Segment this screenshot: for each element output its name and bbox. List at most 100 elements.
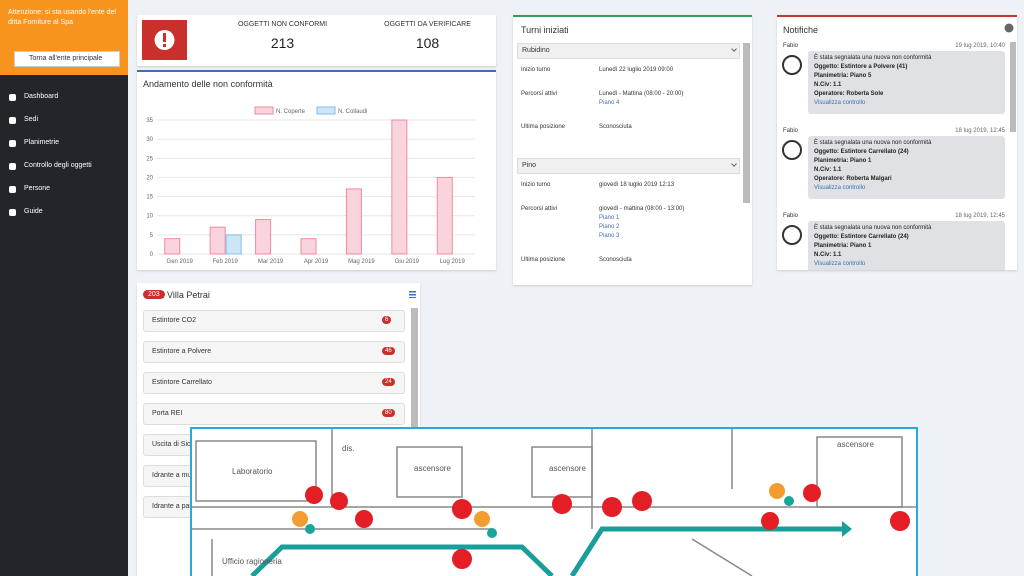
field-value: Sconosciuta [599,257,632,263]
notification-box: È stata segnalata una nuova non conformi… [808,136,1005,199]
notification-line: Oggetto: Estintore a Polvere (41) [814,64,908,70]
section-header[interactable]: Rubidino [517,43,740,59]
menu-icon[interactable] [409,291,416,298]
settings-icon[interactable] [1004,23,1014,33]
site-item-count: 46 [382,347,395,355]
site-badge: 203 [143,290,165,299]
scrollbar[interactable] [743,43,750,203]
menu-label: Persone [24,185,51,192]
section-name: Rubidino [522,47,550,54]
field-value: Lunedì - Mattina (08:00 - 20:00) [599,91,684,97]
x-tick-label: Lug 2019 [440,259,466,265]
field-label: Percorsi attivi [521,91,558,97]
bar [164,238,181,255]
section-header[interactable]: Pino [517,158,740,174]
menu-item[interactable]: Guide [0,203,128,223]
site-item[interactable]: Estintore Carrellato 24 [143,372,405,394]
notification-box: È stata segnalata una nuova non conformi… [808,51,1005,114]
author: Fabio [783,43,799,49]
chart-title: Andamento delle non conformità [143,79,273,89]
y-tick-label: 25 [146,156,153,162]
site-item-count: 80 [382,409,395,417]
site-item[interactable]: Porta REI 80 [143,403,405,425]
menu-icon [9,186,16,193]
chart: Andamento delle non conformità 0 5 10 15 20 2… [143,79,475,265]
field-value: Piano 3 [599,233,620,239]
shifts-title: Turni iniziati [521,25,569,35]
date: 18 lug 2019, 12:45 [955,213,1005,219]
notification-line: N.Civ: 1.1 [814,167,842,173]
notifications-card: Notifiche Fabio 19 lug 2019, 10:40 È stata… [777,15,1017,270]
site-item[interactable]: Estintore a Polvere 46 [143,341,405,363]
field-value: giovedì 18 luglio 2019 12:13 [599,182,675,188]
floorplan-drawing: Laboratorio dis. ascensore ascensore ascenso… [192,429,916,576]
menu-item[interactable]: Planimetrie [0,134,128,154]
menu-item[interactable]: Sedi [0,111,128,131]
menu-item[interactable]: Persone [0,180,128,200]
field-label: Inizio turno [521,67,551,73]
x-tick-label: Feb 2019 [212,259,238,265]
notification-line: Planimetria: Piano 1 [814,158,872,164]
date: 18 lug 2019, 12:45 [955,128,1005,134]
notification-link[interactable]: Visualizza controllo [814,261,866,267]
legend-swatch [254,106,274,115]
section-name: Pino [522,162,537,169]
scrollbar[interactable] [1010,42,1016,132]
notifications-title: Notifiche [783,25,819,35]
menu-icon [9,163,16,170]
floorplan-label: dis. [342,444,354,453]
x-tick-label: Gen 2019 [167,259,194,265]
author: Fabio [783,213,799,219]
site-item-count: 24 [382,378,395,386]
notification-line: N.Civ: 1.1 [814,252,842,258]
legend-swatch [316,106,336,115]
notification-line: N.Civ: 1.1 [814,82,842,88]
field-label: Ultima posizione [521,257,566,263]
menu-icon [9,140,16,147]
shifts-card: Turni iniziati Rubidino Inizio turno Luned… [513,15,752,285]
field-value: Piano 2 [599,224,620,230]
site-item-name: Idrante a parete [152,503,202,510]
menu-label: Dashboard [24,93,59,100]
floorplan-label: ascensore [549,464,586,473]
bar [345,188,362,255]
y-tick-label: 0 [150,252,154,258]
site-item-name: Uscita di Sicurezza [152,441,212,448]
menu-icon [9,94,16,101]
field-value: giovedì - mattina (08:00 - 13:00) [599,206,685,212]
floorplan-label: Laboratorio [232,467,273,476]
menu-item[interactable]: Controllo degli oggetti [0,157,128,177]
site-item-name: Porta REI [152,410,183,417]
floorplan-label: Ufficio ragioneria [222,557,282,566]
author: Fabio [783,128,799,134]
field-value: Sconosciuta [599,124,632,130]
notification-line: Oggetto: Estintore Carrellato (24) [814,234,909,240]
avatar [782,140,802,160]
notice-text: Attenzione: si sta usando l'ente del dit… [8,9,116,26]
scrollbar[interactable] [411,308,418,438]
notification-line: È stata segnalata una nuova non conformi… [814,140,932,146]
notification-link[interactable]: Visualizza controllo [814,185,866,191]
notification-line: È stata segnalata una nuova non conformi… [814,55,932,61]
menu-label: Sedi [24,116,39,123]
bar [255,219,272,255]
y-tick-label: 5 [150,233,154,239]
field-label: Percorsi attivi [521,206,558,212]
chevron [731,161,737,167]
site-item[interactable]: Estintore CO2 6 [143,310,405,332]
y-tick-label: 30 [146,137,153,143]
site-name: Villa Petrai [167,290,210,300]
x-tick-label: Mag 2019 [348,259,375,265]
x-tick-label: Giu 2019 [395,259,420,265]
bar [225,234,242,255]
menu-label: Planimetrie [24,139,60,146]
menu-icon [9,209,16,216]
field-value: Piano 4 [599,100,620,106]
bar [209,226,226,255]
notice-box: Attenzione: si sta usando l'ente del dit… [0,0,128,75]
avatar [782,55,802,75]
notification-link[interactable]: Visualizza controllo [814,100,866,106]
back-button[interactable]: Torna all'ente principale [14,51,120,67]
menu-item[interactable]: Dashboard [0,88,128,108]
